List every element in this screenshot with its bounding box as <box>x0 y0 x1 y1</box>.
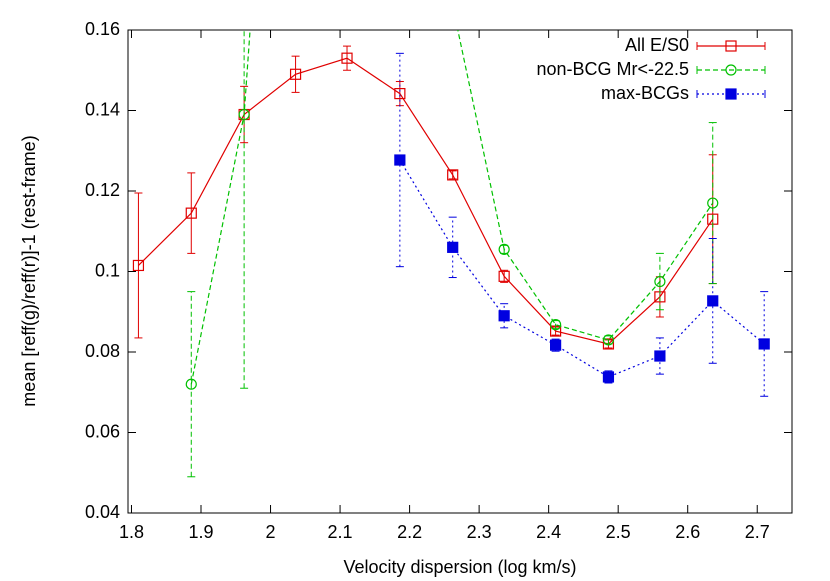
legend-marker <box>725 40 737 52</box>
error-bar <box>500 269 509 283</box>
marker <box>758 338 770 350</box>
marker <box>289 68 302 80</box>
y-axis-label: mean [reff(g)/reff(r)]-1 (rest-frame) <box>19 135 39 406</box>
series-line <box>399 159 765 378</box>
marker <box>498 270 510 282</box>
x-tick-label: 2.7 <box>745 522 770 542</box>
legend-label: All E/S0 <box>625 35 689 55</box>
marker <box>132 259 145 272</box>
x-tick-label: 2.5 <box>606 522 631 542</box>
series-line <box>138 57 714 345</box>
marker <box>185 207 197 219</box>
error-bar <box>187 291 196 478</box>
marker <box>185 378 197 390</box>
x-tick-label: 2.6 <box>675 522 700 542</box>
y-tick-label: 0.08 <box>85 341 120 361</box>
marker <box>498 310 510 322</box>
y-tick-label: 0.06 <box>85 421 120 441</box>
error-bar <box>655 252 664 311</box>
series-line <box>190 30 714 385</box>
marker <box>238 108 250 121</box>
marker <box>550 339 562 351</box>
x-tick-label: 2.1 <box>328 522 353 542</box>
marker <box>394 154 406 166</box>
error-bar <box>500 303 509 329</box>
x-tick-label: 1.8 <box>119 522 144 542</box>
x-tick-label: 2 <box>266 522 276 542</box>
marker <box>602 371 615 383</box>
marker <box>447 169 459 181</box>
legend-marker <box>725 64 737 76</box>
y-tick-label: 0.14 <box>85 99 120 119</box>
marker <box>448 1 458 11</box>
marker <box>550 319 562 331</box>
y-tick-label: 0.16 <box>85 19 120 39</box>
legend-label: non-BCG Mr<-22.5 <box>536 59 689 79</box>
marker <box>394 87 406 100</box>
marker <box>602 334 615 346</box>
y-tick-label: 0.1 <box>95 260 120 280</box>
error-bar <box>708 122 717 285</box>
marker <box>498 243 510 255</box>
error-bar <box>343 45 352 71</box>
error-bar <box>760 291 769 397</box>
y-tick-label: 0.12 <box>85 180 120 200</box>
x-tick-label: 2.2 <box>397 522 422 542</box>
error-bar <box>134 192 143 339</box>
x-axis-label: Velocity dispersion (log km/s) <box>343 557 576 577</box>
error-bar <box>240 30 249 389</box>
error-bar <box>448 170 457 180</box>
x-tick-label: 2.4 <box>536 522 561 542</box>
marker <box>654 275 666 288</box>
error-bar <box>708 237 717 364</box>
marker <box>707 197 719 209</box>
plot-area <box>132 1 770 478</box>
marker <box>447 241 459 253</box>
legend-marker <box>725 88 737 100</box>
error-bar <box>291 55 300 93</box>
marker <box>341 52 353 64</box>
legend-label: max-BCGs <box>601 83 689 103</box>
x-tick-label: 1.9 <box>188 522 213 542</box>
error-bar <box>655 337 664 375</box>
y-tick-label: 0.04 <box>85 502 120 522</box>
plot-frame <box>127 29 793 514</box>
x-tick-label: 2.3 <box>467 522 492 542</box>
error-bar <box>187 172 196 254</box>
marker <box>654 350 666 362</box>
marker <box>707 295 719 307</box>
